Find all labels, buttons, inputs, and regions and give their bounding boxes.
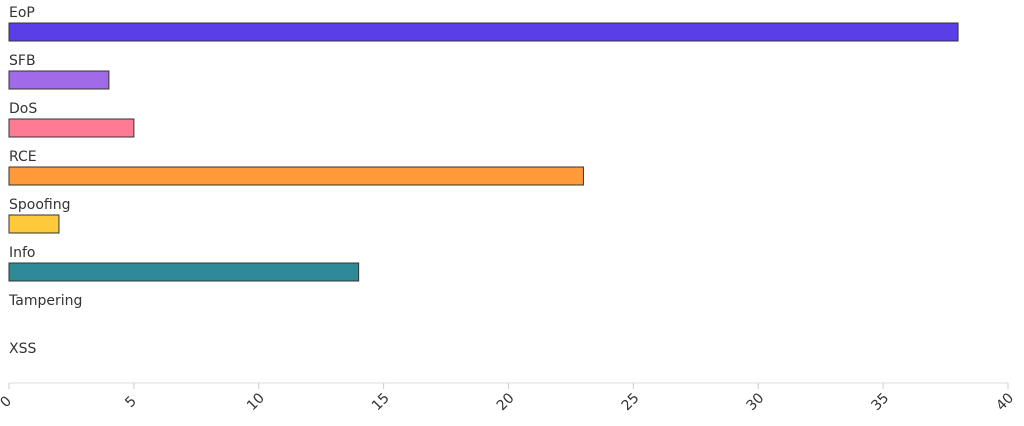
x-tick-label: 20 xyxy=(494,390,518,414)
category-label: EoP xyxy=(9,5,35,21)
bar xyxy=(8,70,110,90)
bar xyxy=(8,166,584,186)
x-tick-label: 25 xyxy=(619,390,643,414)
category-label: RCE xyxy=(9,149,37,165)
category-label: Spoofing xyxy=(9,197,70,213)
category-label: XSS xyxy=(9,341,36,357)
category-label: DoS xyxy=(9,101,37,117)
bar xyxy=(8,214,60,234)
category-label: Tampering xyxy=(8,293,82,309)
bar xyxy=(8,262,360,282)
x-tick-label: 5 xyxy=(122,393,140,411)
category-label: SFB xyxy=(9,53,36,69)
x-tick-label: 0 xyxy=(0,393,15,411)
x-tick-label: 35 xyxy=(868,390,892,414)
x-tick-label: 15 xyxy=(369,390,393,414)
x-tick-label: 10 xyxy=(244,390,268,414)
bar xyxy=(8,22,959,42)
bar xyxy=(8,118,135,138)
category-label: Info xyxy=(9,245,36,261)
x-tick-label: 30 xyxy=(743,390,767,414)
x-tick-label: 40 xyxy=(993,390,1017,414)
